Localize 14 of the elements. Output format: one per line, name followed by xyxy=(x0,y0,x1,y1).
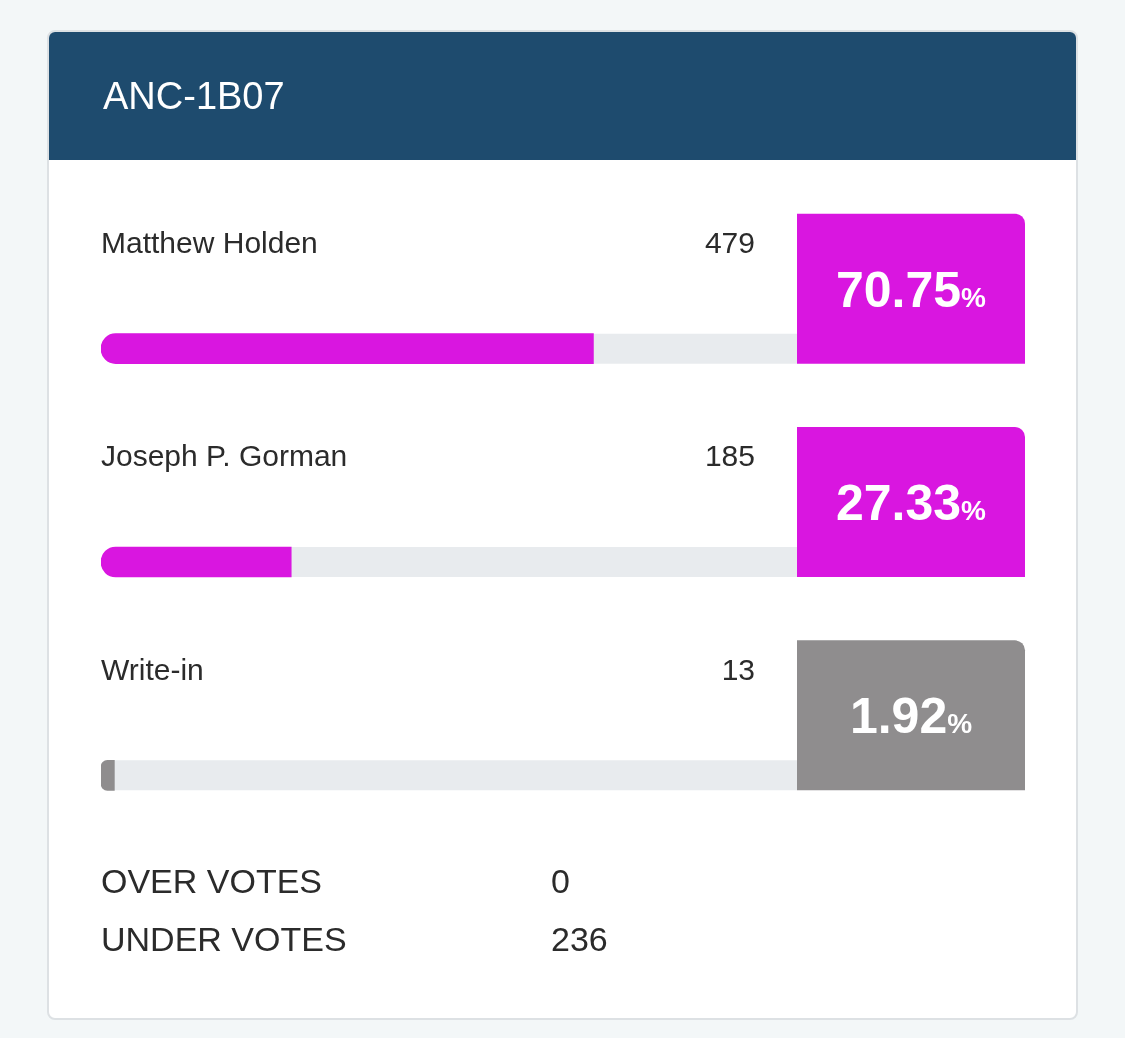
y-tick-label: Joseph P. Gorman xyxy=(101,439,348,473)
annotation: 0 xyxy=(551,861,570,901)
data-label: 1.92% xyxy=(849,688,973,745)
text: UNDER VOTES xyxy=(101,919,348,959)
text: 236 xyxy=(551,919,608,959)
annotation: OVER VOTES xyxy=(101,861,324,901)
annotation: 479 xyxy=(704,225,755,259)
data-label: 27.33% xyxy=(835,475,987,531)
y-tick-label: Write-in xyxy=(101,652,204,686)
y-tick-label: Matthew Holden xyxy=(101,225,318,259)
data-label: 70.75% xyxy=(835,261,987,318)
annotation: 185 xyxy=(704,439,755,473)
chart-title: ANC-1B07 xyxy=(49,32,1076,160)
annotation: 13 xyxy=(721,652,755,686)
